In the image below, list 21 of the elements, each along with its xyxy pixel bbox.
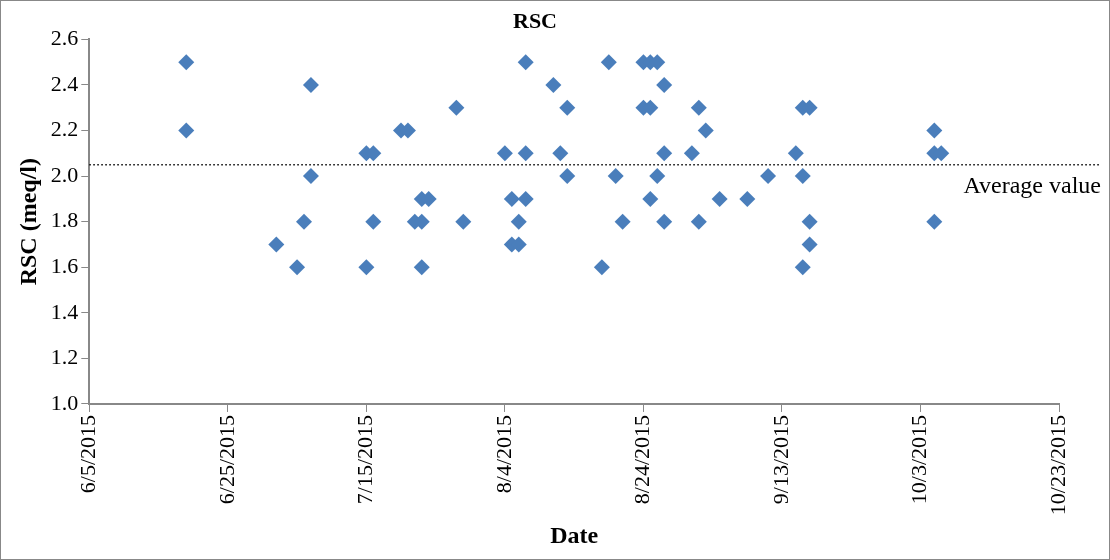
x-tick-label: 8/24/2015 [629,414,655,505]
x-tick-label: 9/13/2015 [767,414,793,505]
y-tick-label: 1.8 [50,207,79,233]
x-tick-label: 10/3/2015 [906,414,932,505]
ref-line-label: Average value [963,172,1101,199]
y-tick-label: 2.6 [50,25,79,51]
chart-title: RSC [512,7,558,33]
x-tick-label: 6/5/2015 [75,414,101,494]
x-tick-label: 7/15/2015 [352,414,378,505]
y-axis-title: RSC (meq/l) [14,158,41,286]
y-tick-label: 2.0 [50,161,79,187]
x-tick-label: 10/23/2015 [1044,414,1070,516]
y-tick-label: 2.4 [50,70,79,96]
y-tick-label: 1.4 [50,298,79,324]
y-tick-label: 1.0 [50,389,79,415]
x-axis-title: Date [550,521,599,548]
x-tick-label: 6/25/2015 [213,414,239,505]
y-tick-label: 1.6 [50,253,79,279]
y-tick-label: 1.2 [50,344,79,370]
x-tick-label: 8/4/2015 [490,414,516,494]
y-tick-label: 2.2 [50,116,79,142]
